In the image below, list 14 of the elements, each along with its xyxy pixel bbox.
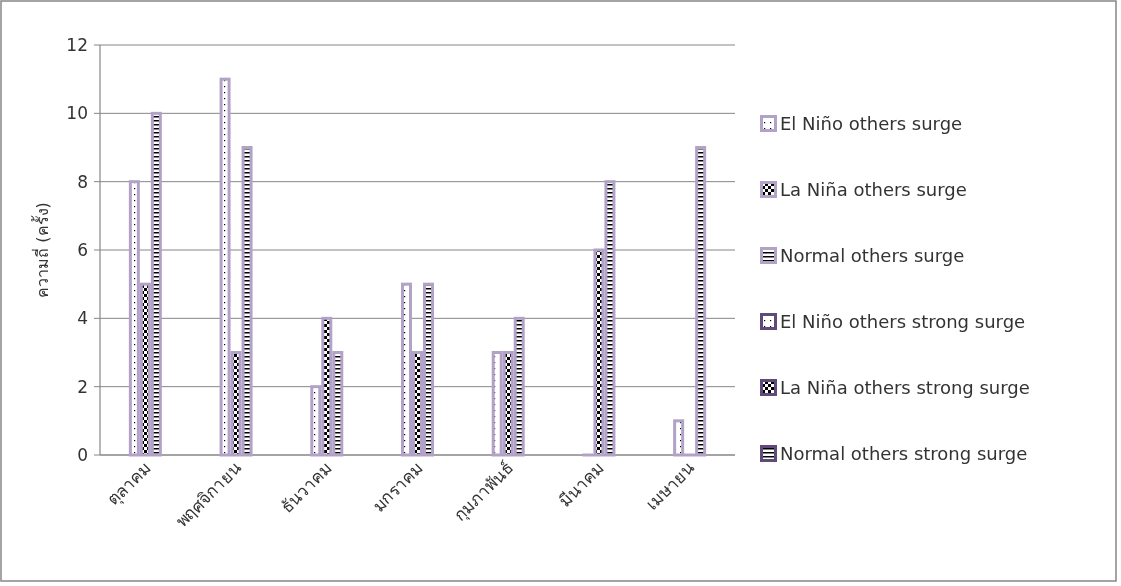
y-tick-label: 10 xyxy=(66,103,88,124)
legend-label: La Niña others surge xyxy=(780,179,967,200)
legend-label: La Niña others strong surge xyxy=(780,377,1030,398)
legend-label: El Niño others surge xyxy=(780,113,963,134)
legend-label: Normal others surge xyxy=(780,245,965,266)
y-tick-label: 12 xyxy=(66,35,88,55)
legend-label: Normal others strong surge xyxy=(780,443,1028,464)
y-tick-label: 4 xyxy=(77,308,88,329)
y-tick-label: 6 xyxy=(77,240,88,260)
y-tick-label: 8 xyxy=(77,171,88,192)
y-tick-label: 0 xyxy=(77,445,88,465)
legend-label: El Niño others strong surge xyxy=(780,311,1026,332)
y-axis-title: ความถี่ (ครั้ง) xyxy=(31,202,52,298)
y-tick-label: 2 xyxy=(77,376,88,397)
